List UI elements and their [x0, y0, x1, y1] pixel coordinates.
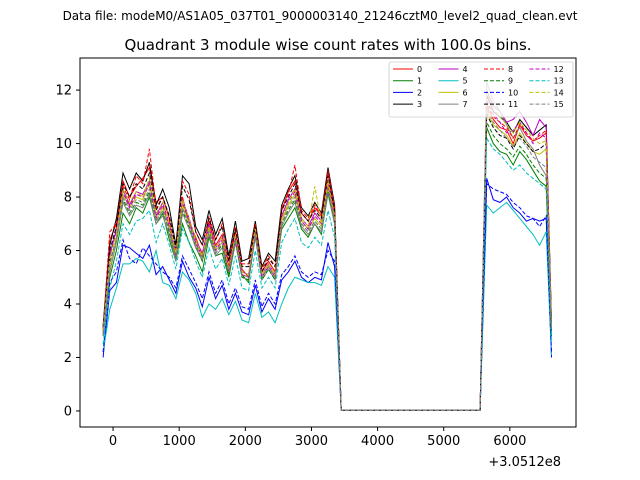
- x-offset-label: +3.0512e8: [488, 455, 561, 470]
- x-tick-label: 0: [109, 434, 117, 449]
- legend-label-3: 3: [417, 100, 422, 109]
- figure-suptitle: Data file: modeM0/AS1A05_037T01_90000031…: [63, 9, 578, 23]
- y-tick-label: 4: [64, 298, 72, 313]
- legend-label-15: 15: [554, 100, 564, 109]
- y-tick-label: 0: [64, 404, 72, 419]
- legend-label-1: 1: [417, 77, 422, 86]
- x-tick-label: 4000: [361, 434, 394, 449]
- x-tick-label: 2000: [229, 434, 262, 449]
- legend-label-14: 14: [554, 88, 564, 97]
- y-tick-label: 12: [55, 84, 72, 99]
- legend-label-12: 12: [554, 65, 564, 74]
- legend-label-4: 4: [463, 65, 468, 74]
- legend-label-2: 2: [417, 88, 422, 97]
- y-tick-label: 2: [64, 351, 72, 366]
- x-tick-label: 1000: [163, 434, 196, 449]
- series-line-15: [102, 108, 552, 411]
- legend-label-8: 8: [508, 65, 513, 74]
- legend-label-7: 7: [463, 100, 468, 109]
- legend-label-11: 11: [508, 100, 518, 109]
- chart-title: Quadrant 3 module wise count rates with …: [124, 36, 531, 54]
- plot-lines: [102, 81, 552, 411]
- x-axis: 0 1000 2000 3000 4000 5000 6000: [109, 427, 526, 449]
- x-tick-label: 6000: [493, 434, 526, 449]
- legend-label-13: 13: [554, 77, 564, 86]
- legend-label-0: 0: [417, 65, 422, 74]
- legend-box: [388, 61, 574, 118]
- y-axis: 0 2 4 6 8 10 12: [55, 84, 80, 419]
- y-tick-label: 10: [55, 137, 72, 152]
- y-tick-label: 6: [64, 244, 72, 259]
- legend-label-5: 5: [463, 77, 468, 86]
- axes-frame: [79, 57, 577, 428]
- x-tick-label: 3000: [295, 434, 328, 449]
- y-tick-label: 8: [64, 191, 72, 206]
- x-tick-label: 5000: [427, 434, 460, 449]
- legend-label-6: 6: [463, 88, 468, 97]
- legend-label-9: 9: [508, 77, 513, 86]
- legend-label-10: 10: [508, 88, 518, 97]
